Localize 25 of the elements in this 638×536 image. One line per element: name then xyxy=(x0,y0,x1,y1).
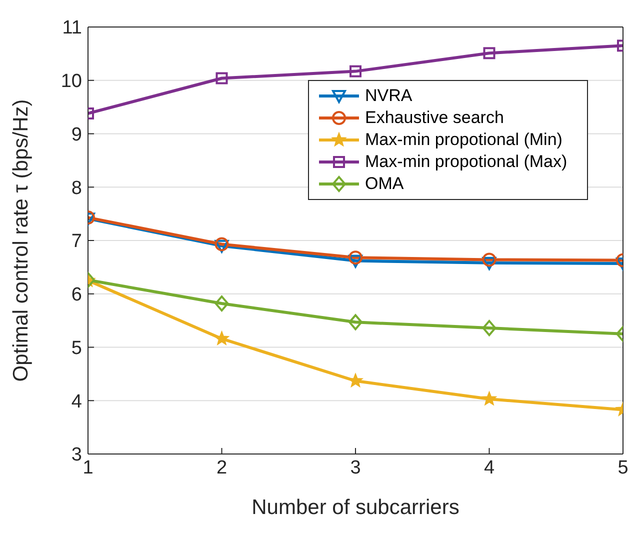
y-tick-label: 7 xyxy=(71,231,82,252)
y-axis-title: Optimal control rate τ (bps/Hz) xyxy=(9,99,32,382)
x-tick-label: 2 xyxy=(216,457,228,478)
legend-label: Exhaustive search xyxy=(365,107,504,129)
point xyxy=(348,373,363,388)
point xyxy=(348,250,362,265)
x-axis-title: Number of subcarriers xyxy=(252,496,460,519)
x-tick-label: 4 xyxy=(484,457,495,478)
y-tick-label: 10 xyxy=(60,71,82,92)
point xyxy=(348,314,362,330)
x-tick-label: 3 xyxy=(350,457,361,478)
legend-label: Max-min propotional (Max) xyxy=(365,151,568,173)
y-tick-label: 6 xyxy=(71,284,82,306)
legend-label: Max-min propotional (Min) xyxy=(365,129,562,151)
y-tick-label: 9 xyxy=(71,124,82,146)
y-tick-label: 11 xyxy=(62,18,82,39)
x-tick-label: 5 xyxy=(618,457,628,478)
y-tick-label: 4 xyxy=(71,391,82,412)
legend-label: NVRA xyxy=(365,85,412,107)
legend-label: OMA xyxy=(365,173,404,195)
x-tick-label: 1 xyxy=(82,457,94,478)
y-tick-label: 8 xyxy=(71,178,82,199)
point xyxy=(348,254,362,268)
y-tick-label: 5 xyxy=(71,338,82,359)
point xyxy=(350,65,362,78)
